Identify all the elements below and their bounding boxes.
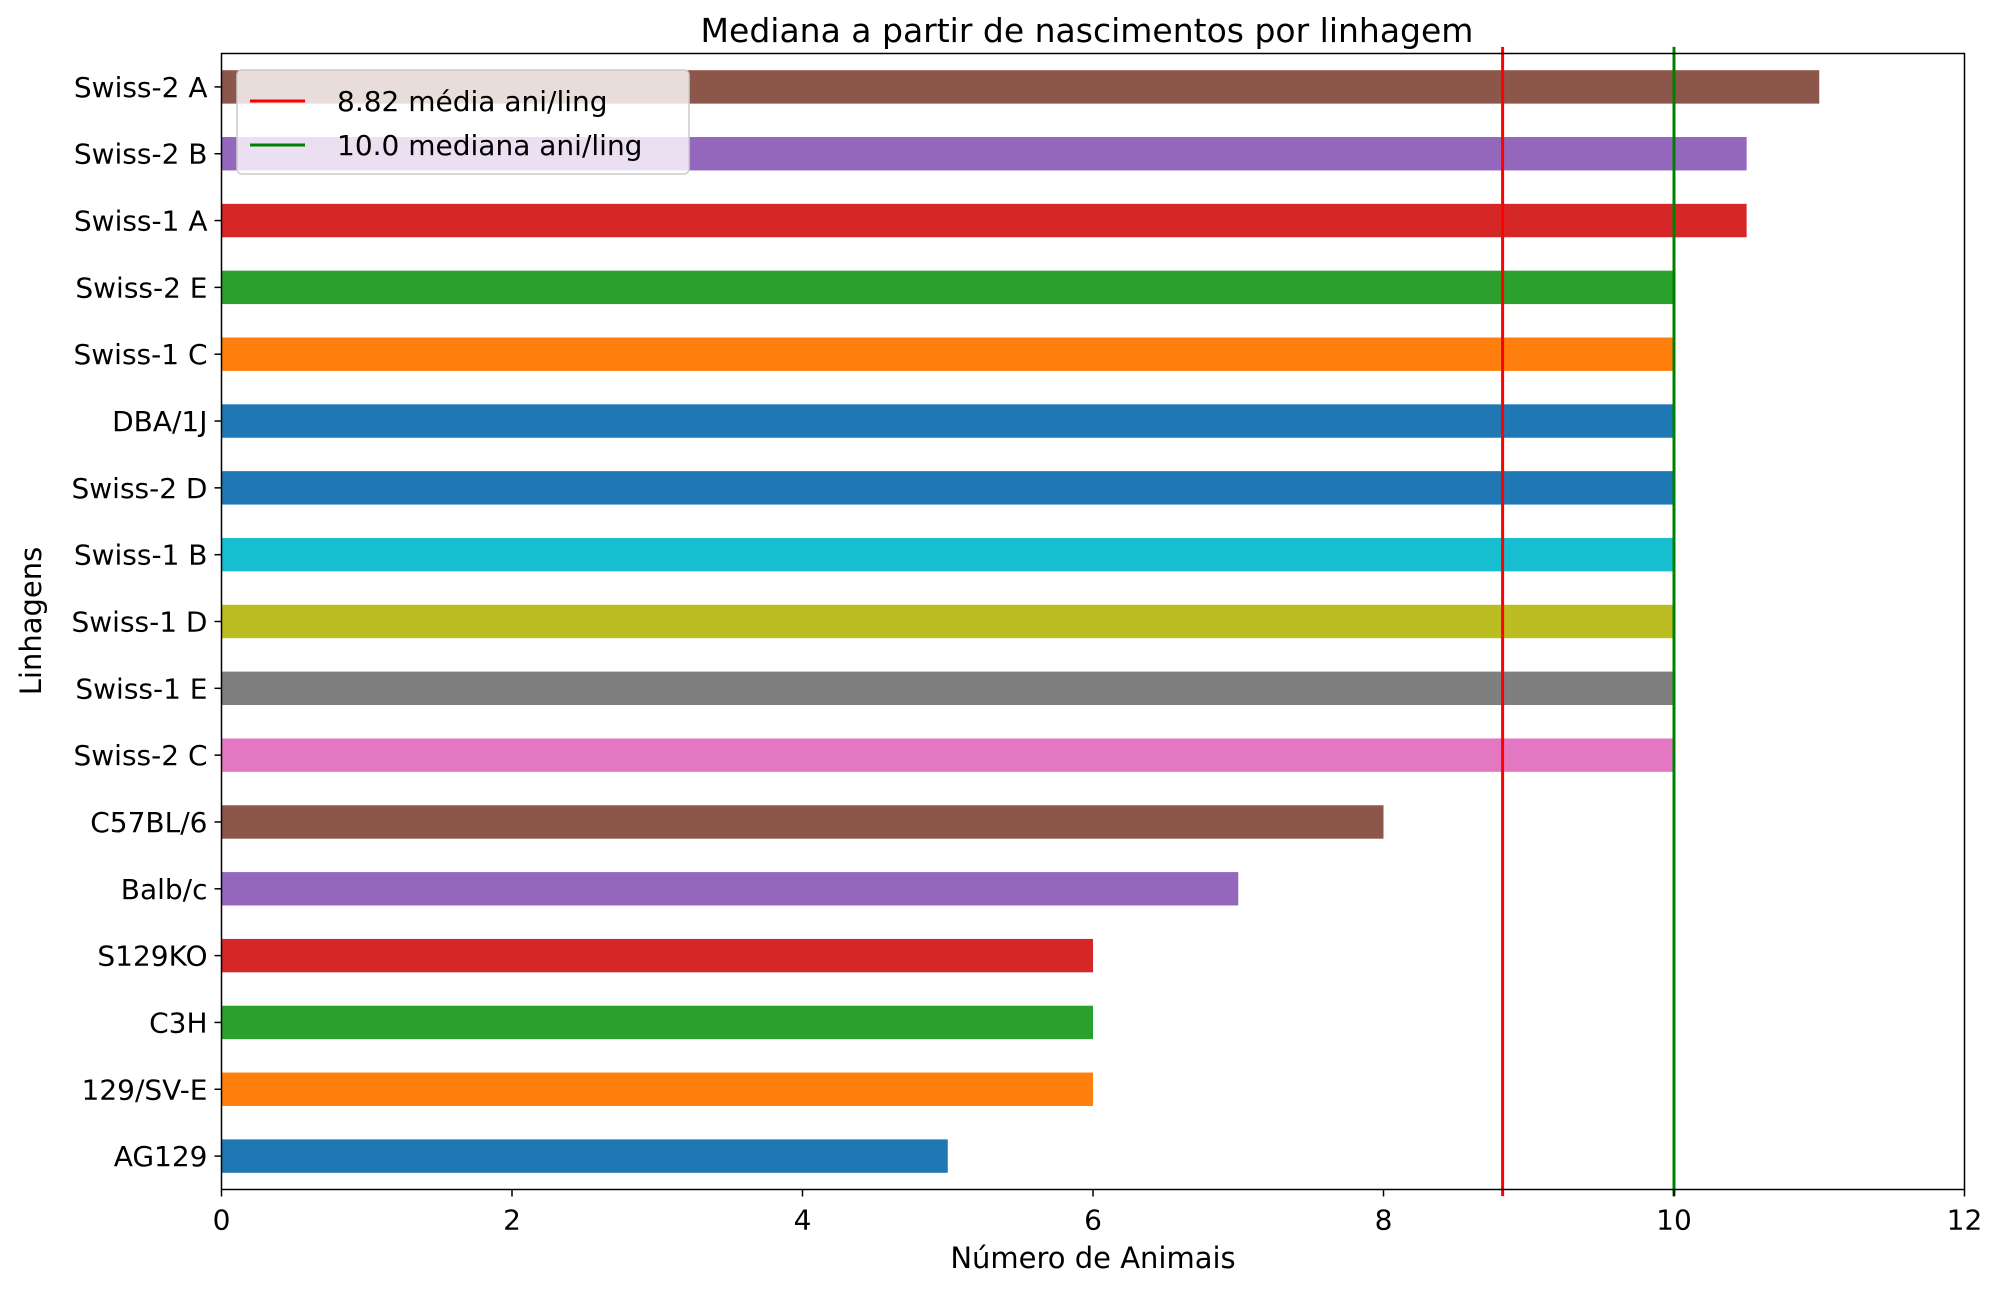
- reference-lines-layer: [1501, 46, 1676, 1197]
- bar-swiss-2-d: [221, 471, 1674, 505]
- y-axis-ticks: Swiss-2 A Swiss-2 B Swiss-1 A Swiss-2 E Swis…: [71, 71, 222, 1173]
- bar-c3h: [221, 1005, 1093, 1040]
- bar-c57bl-6: [221, 805, 1384, 839]
- bar-balb-c: [221, 872, 1239, 906]
- legend: 8.82 média ani/ling 10.0 mediana ani/ling: [236, 69, 690, 175]
- legend-label: 10.0 mediana ani/ling: [337, 129, 642, 162]
- x-tick-label: 2: [503, 1204, 521, 1237]
- bar-swiss-2-c: [221, 738, 1674, 772]
- y-tick-label: C57BL/6: [90, 806, 207, 839]
- chart-title: Mediana a partir de nascimentos por linh…: [701, 11, 1474, 50]
- plot-area-frame: [220, 52, 1966, 1191]
- bar-swiss-1-c: [221, 337, 1674, 371]
- bar-swiss-2-e: [221, 270, 1674, 305]
- y-tick-label: Balb/c: [121, 873, 208, 906]
- y-tick-label: Swiss-2 B: [74, 138, 208, 171]
- bar-s129ko: [221, 938, 1093, 973]
- bar-swiss-1-b: [221, 537, 1674, 572]
- legend-entries: 8.82 média ani/ling 10.0 mediana ani/ling: [250, 85, 642, 162]
- x-tick-label: 12: [1947, 1204, 1983, 1237]
- bars-layer: [221, 70, 1820, 1173]
- y-tick-label: Swiss-1 C: [74, 338, 208, 371]
- y-axis-label: Linhagens: [14, 547, 48, 695]
- bar-dba-1j: [221, 404, 1674, 438]
- y-tick-label: Swiss-2 A: [74, 71, 208, 104]
- y-tick-label: Swiss-2 C: [74, 739, 208, 772]
- legend-label: 8.82 média ani/ling: [337, 85, 608, 118]
- y-tick-label: Swiss-2 E: [75, 271, 207, 304]
- bar-129-sv-e: [221, 1072, 1093, 1106]
- y-tick-label: AG129: [114, 1140, 208, 1173]
- x-axis-label: Número de Animais: [950, 1241, 1235, 1275]
- x-tick-label: 8: [1375, 1204, 1393, 1237]
- y-tick-label: 129/SV-E: [82, 1073, 208, 1106]
- bar-ag129: [221, 1139, 948, 1173]
- x-tick-label: 0: [213, 1204, 231, 1237]
- bar-swiss-1-a: [221, 203, 1747, 238]
- y-tick-label: C3H: [149, 1006, 207, 1039]
- y-tick-label: Swiss-1 E: [75, 672, 207, 705]
- x-axis-ticks: 0 2 4 6 8 10 12: [213, 1189, 1983, 1237]
- y-tick-label: Swiss-1 A: [74, 205, 208, 238]
- y-tick-label: Swiss-1 B: [74, 539, 208, 572]
- x-tick-label: 6: [1084, 1204, 1102, 1237]
- bar-swiss-1-e: [221, 671, 1674, 706]
- bar-swiss-1-d: [221, 604, 1674, 639]
- y-tick-label: DBA/1J: [112, 405, 207, 438]
- y-tick-label: Swiss-1 D: [71, 606, 207, 639]
- x-tick-label: 4: [794, 1204, 812, 1237]
- y-tick-label: S129KO: [97, 940, 207, 973]
- x-tick-label: 10: [1656, 1204, 1692, 1237]
- y-tick-label: Swiss-2 D: [71, 472, 207, 505]
- legend-box: [236, 69, 690, 175]
